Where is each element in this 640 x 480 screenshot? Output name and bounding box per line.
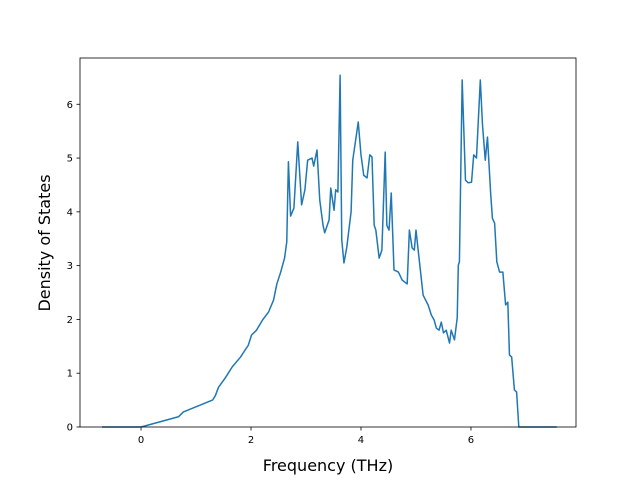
x-tick-label: 2 (248, 435, 254, 446)
y-tick-label: 6 (67, 100, 73, 111)
y-tick-label: 0 (67, 423, 73, 434)
x-tick-label: 6 (468, 435, 474, 446)
y-tick-label: 5 (67, 154, 73, 165)
plot-frame (79, 57, 577, 428)
y-tick-label: 3 (67, 261, 73, 272)
y-tick-label: 1 (67, 369, 73, 380)
dos-line (102, 74, 557, 428)
x-tick-label: 4 (358, 435, 364, 446)
y-tick-label: 4 (67, 207, 73, 218)
x-axis-label: Frequency (THz) (263, 456, 393, 475)
y-axis-label: Density of States (35, 174, 54, 311)
y-tick-label: 2 (67, 315, 73, 326)
x-tick-label: 0 (138, 435, 144, 446)
